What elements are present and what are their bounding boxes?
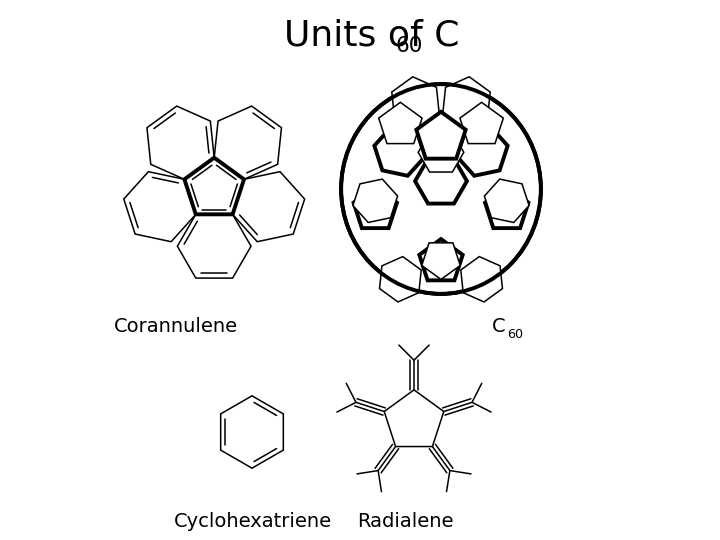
Polygon shape xyxy=(392,77,439,129)
Polygon shape xyxy=(147,106,215,179)
Polygon shape xyxy=(457,126,508,176)
Polygon shape xyxy=(354,187,397,228)
Polygon shape xyxy=(422,243,460,279)
Polygon shape xyxy=(233,172,305,242)
Polygon shape xyxy=(416,112,466,159)
Polygon shape xyxy=(485,187,528,228)
Polygon shape xyxy=(353,179,397,222)
Polygon shape xyxy=(460,102,503,144)
Text: Radialene: Radialene xyxy=(357,511,454,531)
Polygon shape xyxy=(384,390,444,447)
Polygon shape xyxy=(485,179,529,222)
Ellipse shape xyxy=(341,84,541,294)
Polygon shape xyxy=(220,396,284,468)
Text: C: C xyxy=(492,317,506,336)
Polygon shape xyxy=(461,256,503,302)
Polygon shape xyxy=(379,256,421,302)
Polygon shape xyxy=(124,172,196,242)
Polygon shape xyxy=(184,158,244,214)
Polygon shape xyxy=(419,239,463,280)
Polygon shape xyxy=(443,77,490,129)
Text: Corannulene: Corannulene xyxy=(114,317,238,336)
Text: Units of C: Units of C xyxy=(284,18,460,52)
Text: Cyclohexatriene: Cyclohexatriene xyxy=(174,511,332,531)
Polygon shape xyxy=(374,126,425,176)
Polygon shape xyxy=(418,132,464,172)
Polygon shape xyxy=(415,159,467,204)
Text: 60: 60 xyxy=(508,328,523,341)
Text: 60: 60 xyxy=(395,36,423,56)
Polygon shape xyxy=(379,102,422,144)
Polygon shape xyxy=(215,106,282,179)
Polygon shape xyxy=(177,214,251,278)
